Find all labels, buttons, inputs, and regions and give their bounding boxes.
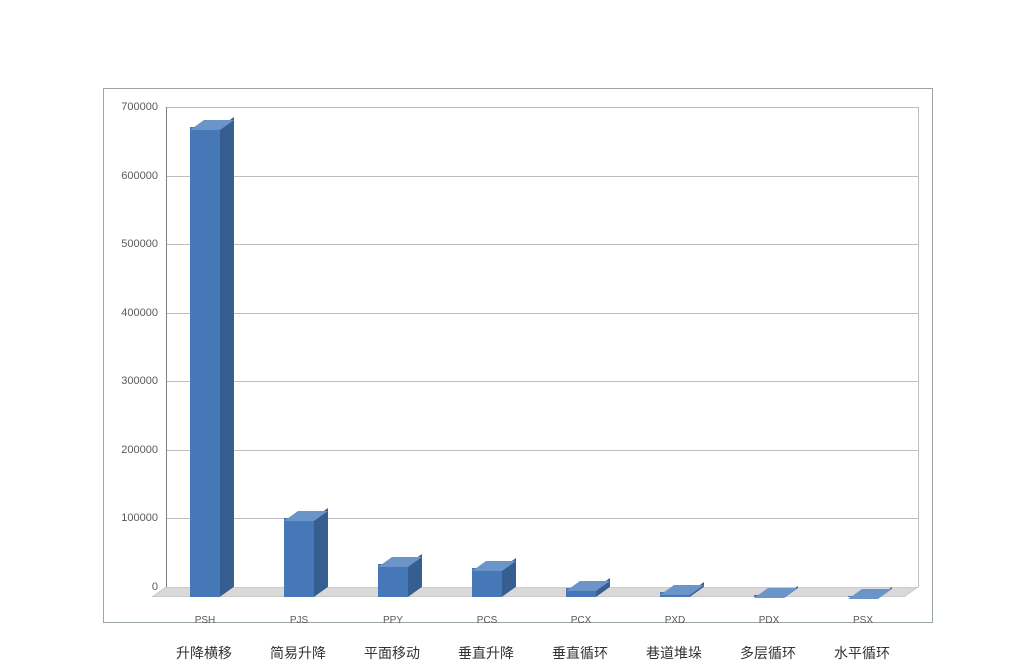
page: 0100000200000300000400000500000600000700… [0,0,1024,663]
y-tick-label: 300000 [121,375,166,387]
gridline [166,313,918,314]
y-tick-label: 200000 [121,444,166,456]
bar-front [284,518,314,597]
bar-top [284,508,328,518]
gridline [166,450,918,451]
x-cn-label: 多层循环 [740,643,796,663]
chart-frame: 0100000200000300000400000500000600000700… [103,88,933,623]
x-cn-label: 垂直循环 [552,643,608,663]
gridline [166,381,918,382]
x-code-label: PCX [571,615,592,626]
gridline [166,176,918,177]
bar-side [314,508,328,597]
plot-right-edge [918,107,919,587]
bar-top [754,585,798,595]
x-code-label: PSX [853,615,873,626]
y-axis [166,107,167,587]
x-cn-label: 巷道堆垛 [646,643,702,663]
bar-top [190,117,234,127]
bar-top [378,554,422,564]
x-code-label: PDX [759,615,780,626]
x-cn-label: 水平循环 [834,643,890,663]
chart-floor [152,587,918,597]
plot-area: 0100000200000300000400000500000600000700… [166,107,918,587]
bar-front [378,564,408,597]
x-code-label: PXD [665,615,686,626]
y-tick-label: 600000 [121,170,166,182]
x-cn-label: 垂直升降 [458,643,514,663]
x-code-label: PSH [195,615,216,626]
x-cn-label: 升降横移 [176,643,232,663]
x-code-label: PPY [383,615,403,626]
bar-front [190,127,220,597]
y-tick-label: 500000 [121,238,166,250]
gridline [166,518,918,519]
y-tick-label: 400000 [121,307,166,319]
x-code-label: PJS [290,615,308,626]
x-cn-label: 简易升降 [270,643,326,663]
gridline [166,244,918,245]
bar-top [566,578,610,588]
bar-side [220,117,234,597]
bar-top [848,586,892,596]
bar-top [472,558,516,568]
gridline [166,107,918,108]
bar-front [472,568,502,597]
y-tick-label: 100000 [121,512,166,524]
bar-top [660,582,704,592]
x-cn-label: 平面移动 [364,643,420,663]
x-code-label: PCS [477,615,498,626]
y-tick-label: 700000 [121,101,166,113]
